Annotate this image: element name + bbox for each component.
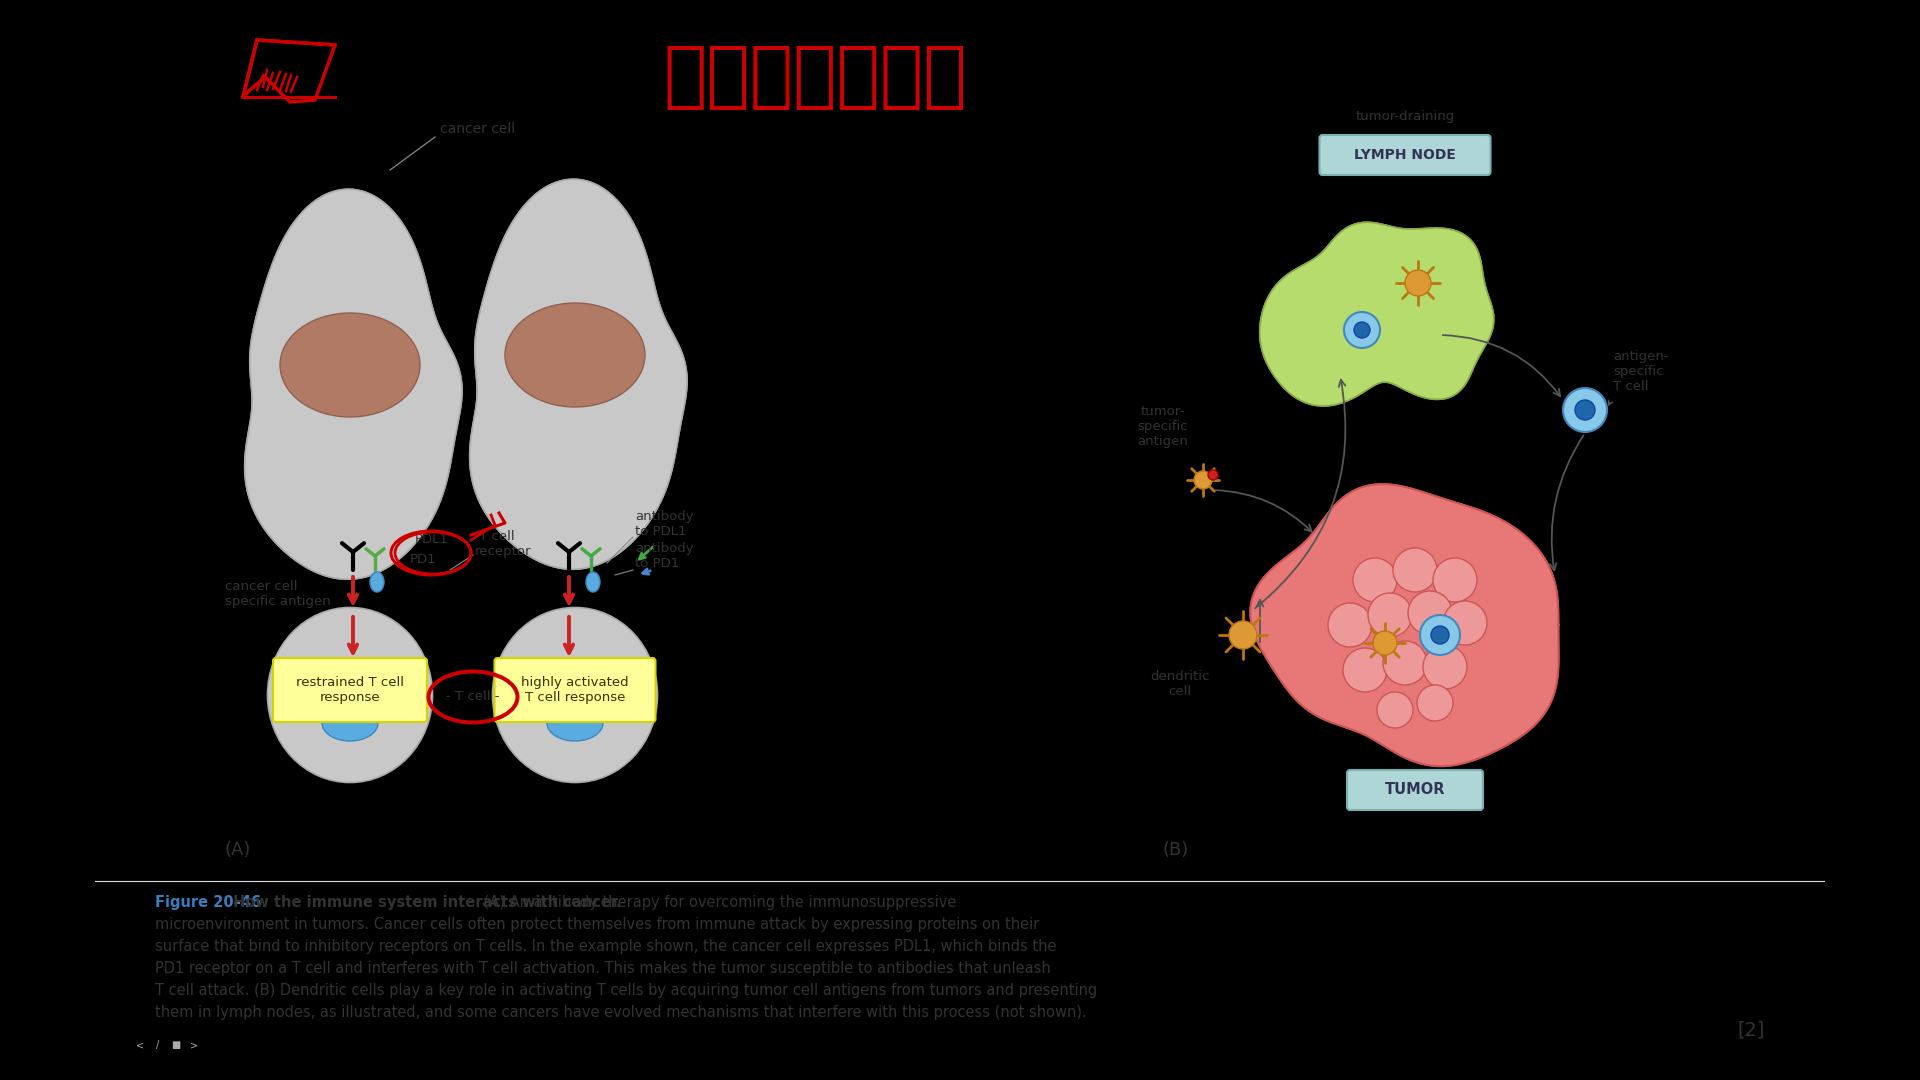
Ellipse shape: [280, 313, 420, 417]
Text: <: <: [136, 1040, 144, 1050]
Circle shape: [1229, 621, 1258, 649]
Text: ■: ■: [171, 1040, 180, 1050]
Text: microenvironment in tumors. Cancer cells often protect themselves from immune at: microenvironment in tumors. Cancer cells…: [156, 917, 1039, 932]
Polygon shape: [1260, 222, 1494, 406]
Circle shape: [1373, 631, 1398, 654]
Circle shape: [1382, 642, 1427, 685]
Circle shape: [1354, 322, 1371, 338]
Text: (A): (A): [225, 841, 252, 859]
Text: How the immune system interacts with cancer.: How the immune system interacts with can…: [232, 895, 622, 910]
Circle shape: [1423, 645, 1467, 689]
Text: PD1 receptor on a T cell and interferes with T cell activation. This makes the t: PD1 receptor on a T cell and interferes …: [156, 961, 1050, 976]
Polygon shape: [470, 179, 687, 569]
Circle shape: [1432, 558, 1476, 602]
Text: highly activated
T cell response: highly activated T cell response: [520, 676, 630, 704]
Circle shape: [1574, 400, 1596, 420]
Text: .T cell
receptor: .T cell receptor: [474, 530, 532, 558]
Text: /: /: [156, 1040, 159, 1050]
Circle shape: [1407, 591, 1452, 635]
Circle shape: [1377, 692, 1413, 728]
Text: surface that bind to inhibitory receptors on T cells. In the example shown, the : surface that bind to inhibitory receptor…: [156, 939, 1056, 954]
Circle shape: [1342, 648, 1386, 692]
Text: cancer cell: cancer cell: [440, 122, 515, 136]
Text: cancer cell
specific antigen: cancer cell specific antigen: [225, 580, 330, 608]
Circle shape: [1563, 388, 1607, 432]
Circle shape: [1354, 558, 1398, 602]
FancyBboxPatch shape: [495, 658, 655, 723]
Text: antibody
to PD1: antibody to PD1: [636, 542, 693, 570]
Text: (B): (B): [1164, 841, 1188, 859]
Polygon shape: [244, 189, 463, 579]
Text: antigen-
specific
T cell: antigen- specific T cell: [1613, 350, 1668, 393]
Circle shape: [1421, 615, 1459, 654]
Ellipse shape: [586, 572, 599, 592]
Polygon shape: [1250, 484, 1559, 766]
Text: them in lymph nodes, as illustrated, and some cancers have evolved mechanisms th: them in lymph nodes, as illustrated, and…: [156, 1005, 1087, 1020]
Ellipse shape: [493, 607, 657, 783]
Text: T cell attack. (B) Dendritic cells play a key role in activating T cells by acqu: T cell attack. (B) Dendritic cells play …: [156, 983, 1096, 998]
Text: >: >: [190, 1040, 198, 1050]
Circle shape: [1405, 270, 1430, 296]
Circle shape: [1329, 603, 1373, 647]
Circle shape: [1417, 685, 1453, 721]
Text: LYMPH NODE: LYMPH NODE: [1354, 148, 1455, 162]
Text: restrained T cell
response: restrained T cell response: [296, 676, 403, 704]
Text: TUMOR: TUMOR: [1384, 783, 1446, 797]
FancyBboxPatch shape: [1319, 135, 1490, 175]
Text: Figure 20–46: Figure 20–46: [156, 895, 267, 910]
Circle shape: [1194, 471, 1212, 489]
Circle shape: [1208, 470, 1217, 480]
Text: - T cell -: - T cell -: [445, 690, 499, 703]
Text: 免疫检查点阻断: 免疫检查点阻断: [662, 42, 968, 111]
Text: tumor-draining: tumor-draining: [1356, 110, 1455, 123]
Text: antibody
to PDL1: antibody to PDL1: [636, 510, 693, 538]
Ellipse shape: [505, 303, 645, 407]
Ellipse shape: [547, 705, 603, 741]
Text: (A) An antibody therapy for overcoming the immunosuppressive: (A) An antibody therapy for overcoming t…: [480, 895, 956, 910]
Text: PD1: PD1: [411, 553, 436, 566]
Text: PDL1: PDL1: [415, 534, 449, 546]
Circle shape: [1344, 312, 1380, 348]
Circle shape: [1367, 593, 1411, 637]
Circle shape: [1444, 600, 1486, 645]
Ellipse shape: [267, 607, 432, 783]
Ellipse shape: [371, 572, 384, 592]
Ellipse shape: [323, 705, 378, 741]
Text: [2]: [2]: [1738, 1021, 1764, 1040]
Circle shape: [1430, 626, 1450, 644]
Circle shape: [1394, 548, 1436, 592]
Text: tumor-
specific
antigen: tumor- specific antigen: [1137, 405, 1188, 448]
FancyBboxPatch shape: [273, 658, 426, 723]
Text: dendritic
cell: dendritic cell: [1150, 670, 1210, 698]
FancyBboxPatch shape: [1348, 770, 1482, 810]
